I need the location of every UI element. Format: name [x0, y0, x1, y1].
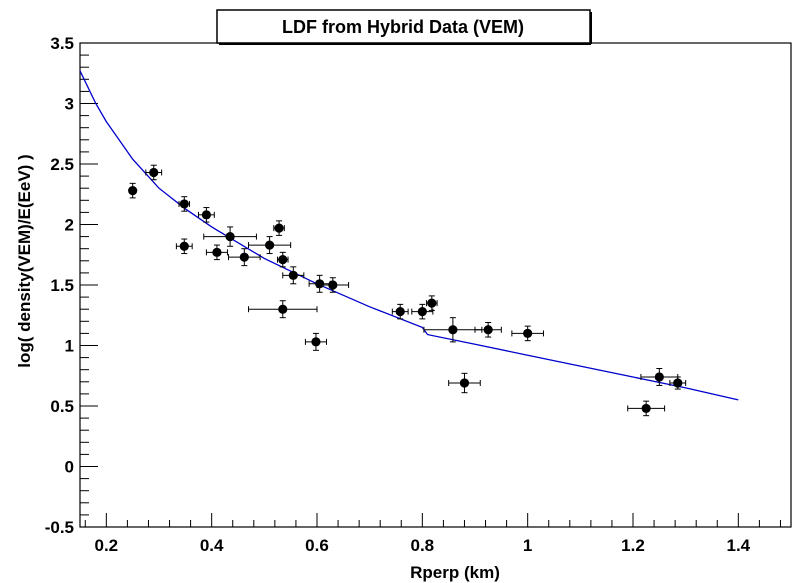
point-marker	[288, 270, 298, 280]
title-box: LDF from Hybrid Data (VEM)	[216, 9, 592, 45]
data-point	[423, 317, 483, 343]
data-point	[178, 196, 191, 212]
x-axis-title: Rperp (km)	[410, 563, 500, 582]
title-box-frame	[216, 9, 591, 44]
point-marker	[179, 199, 189, 209]
y-tick-label: -0.5	[45, 518, 74, 537]
point-marker	[448, 325, 458, 335]
point-marker	[212, 247, 222, 257]
point-marker	[654, 372, 664, 382]
point-marker	[427, 298, 437, 308]
point-marker	[278, 254, 288, 265]
point-marker	[673, 378, 683, 388]
data-point	[316, 277, 350, 293]
chart-title: LDF from Hybrid Data (VEM)	[282, 17, 524, 37]
data-point	[145, 164, 163, 181]
data-point	[228, 248, 261, 267]
data-point	[627, 400, 666, 417]
data-point	[511, 325, 544, 342]
data-point	[426, 295, 438, 311]
point-marker	[523, 328, 533, 338]
point-marker	[274, 223, 284, 233]
data-point	[198, 207, 215, 223]
x-tick-label: 1	[523, 536, 532, 555]
y-tick-label: 0	[65, 458, 74, 477]
point-marker	[459, 378, 470, 388]
point-marker	[395, 307, 405, 317]
data-point	[448, 372, 481, 394]
data-point	[273, 220, 285, 236]
x-tick-label: 0.6	[305, 536, 329, 555]
data-point	[411, 303, 434, 320]
data-points-layer	[128, 164, 687, 417]
y-tick-label: 2.5	[50, 155, 74, 174]
y-tick-label: 3	[65, 95, 74, 114]
y-tick-label: 1.5	[50, 276, 74, 295]
data-point	[203, 226, 257, 247]
data-point	[669, 376, 687, 390]
point-marker	[278, 304, 288, 314]
y-tick-label: 3.5	[50, 34, 74, 53]
y-tick-label: 1	[65, 337, 74, 356]
point-marker	[417, 307, 427, 317]
y-tick-label: 2	[65, 216, 74, 235]
data-point	[282, 266, 305, 285]
point-marker	[265, 240, 275, 250]
point-marker	[483, 325, 493, 335]
point-marker	[179, 241, 189, 251]
point-marker	[641, 403, 651, 414]
data-point	[205, 244, 228, 261]
point-marker	[239, 252, 249, 262]
point-marker	[315, 279, 325, 289]
data-point	[308, 274, 331, 293]
data-point	[304, 332, 327, 351]
data-point	[175, 238, 193, 255]
y-tick-label: 0.5	[50, 397, 74, 416]
x-tick-label: 0.2	[95, 536, 119, 555]
point-marker	[201, 210, 211, 220]
point-marker	[149, 167, 159, 178]
data-point	[128, 182, 138, 199]
data-point	[277, 251, 289, 268]
x-tick-label: 1.4	[727, 536, 751, 555]
axes: 0.2 0.4 0.6 0.8 1 1.2 1.4 -0.5 0 0.5 1 1.5 2 2.5 3 3.5	[45, 34, 792, 555]
data-point	[248, 236, 292, 255]
fit-curve	[79, 70, 739, 401]
x-tick-label: 0.8	[411, 536, 435, 555]
data-point	[391, 303, 409, 320]
point-marker	[311, 337, 321, 347]
point-marker	[328, 280, 338, 290]
point-marker	[225, 232, 235, 242]
plot-frame	[79, 42, 792, 528]
x-tick-label: 0.4	[200, 536, 224, 555]
point-marker	[128, 186, 138, 196]
data-point	[248, 300, 318, 319]
x-tick-label: 1.2	[621, 536, 645, 555]
y-axis-title: log( density(VEM)/E(EeV) )	[15, 154, 34, 367]
fit-curve-layer	[79, 70, 739, 401]
data-point	[474, 322, 502, 338]
